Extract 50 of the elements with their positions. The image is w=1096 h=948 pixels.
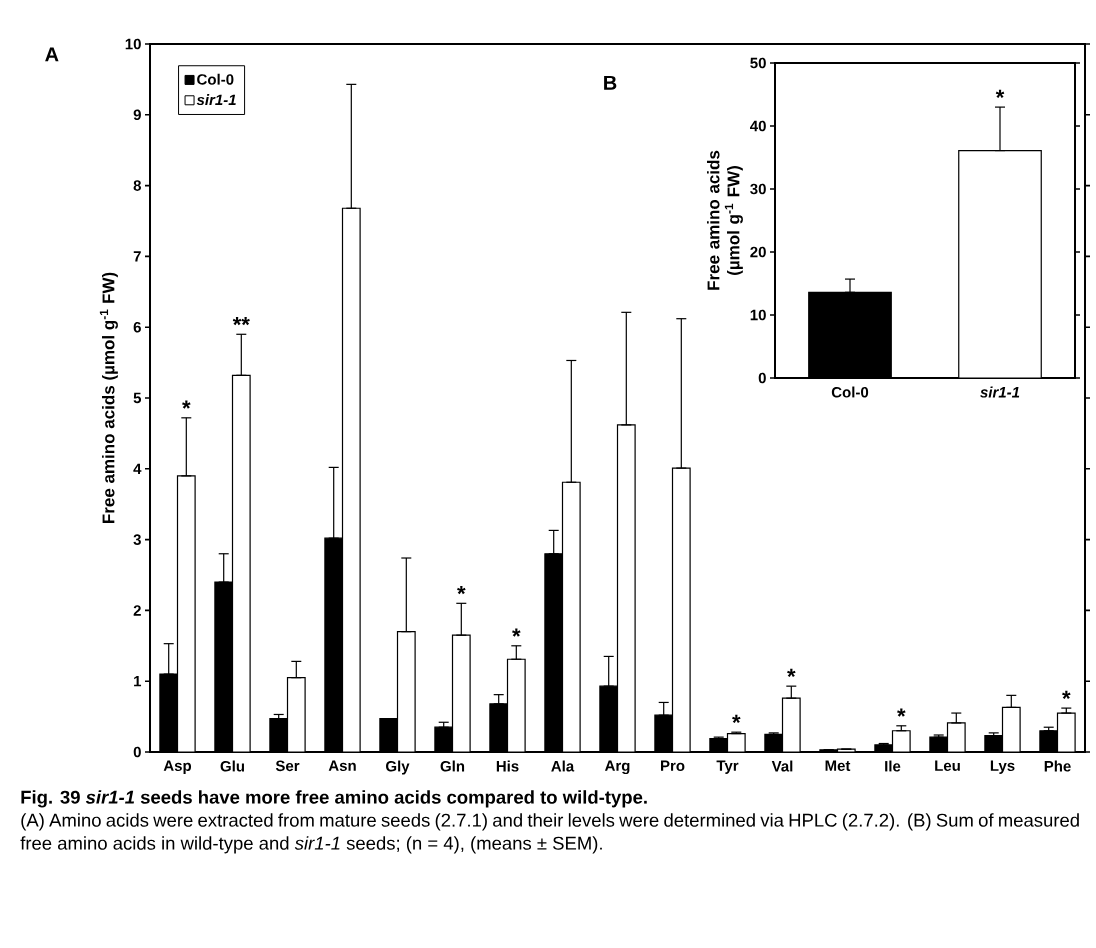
x-tick-label: Glu [220, 760, 245, 772]
y-tick-label: 4 [133, 463, 142, 474]
text: (A) Amino acids were extracted from mature seeds (2.7.1) and their levels were determined via HPLC (2.7.2). (B) Sum of measured free amino acids in wild-type and sir1-1 seeds; (n = 4), (means ± SEM). [20, 813, 1079, 854]
text: A [45, 47, 59, 62]
legend-label: Col-0 [197, 73, 234, 85]
annotation: * [182, 400, 191, 409]
x-tick-label: Gly [386, 760, 410, 775]
y-tick-label: 5 [133, 392, 142, 404]
y-axis-title: Free amino acids (µmol g$^{-1}$ FW) [99, 272, 118, 523]
y-tick-label: 6 [133, 321, 141, 333]
annotation: * [787, 668, 796, 678]
y-tick-label: 10 [750, 309, 766, 321]
x-tick-label: Pro [661, 760, 685, 771]
annotation: * [732, 714, 741, 724]
y-tick-label: 2 [133, 605, 141, 616]
y-tick-label: 30 [750, 183, 766, 195]
x-tick-label: Asn [328, 760, 356, 771]
x-tick-label: Leu [935, 760, 960, 771]
x-tick-label: Ile [885, 760, 901, 772]
y-tick-label: 10 [125, 38, 141, 50]
y-tick-label: 0 [133, 746, 141, 758]
x-tick-label: Gln [440, 760, 465, 772]
x-tick-label: Met [825, 760, 851, 771]
annotation: * [897, 708, 906, 717]
annotation: * [457, 585, 466, 595]
y-tick-label: 3 [133, 534, 141, 545]
x-tick-label: Phe [1044, 760, 1071, 772]
y-tick-label: 7 [133, 251, 141, 262]
legend-label: sir1-1 [196, 94, 236, 106]
annotation: ** [232, 316, 250, 326]
x-tick-label: Ala [551, 760, 575, 772]
x-tick-label: His [496, 760, 519, 772]
x-tick-label: Arg [604, 760, 630, 775]
annotation: B [604, 75, 617, 90]
annotation: * [512, 628, 521, 637]
y-tick-label: 9 [133, 109, 141, 121]
x-tick-label: Asp [163, 760, 192, 774]
x-tick-label: Lys [990, 760, 1015, 774]
y-tick-label: 1 [134, 676, 142, 687]
annotation: * [995, 89, 1005, 98]
y-tick-label: 50 [750, 57, 766, 69]
y-tick-label: 8 [133, 180, 141, 191]
caption: Fig. 39 sir1-1 seeds have more free amino acids compared to wild-type. [21, 790, 647, 808]
y-tick-label: 20 [750, 246, 766, 258]
y-tick-label: 0 [758, 372, 766, 384]
y-tick-label: 40 [750, 120, 766, 132]
x-tick-label: Tyr [716, 760, 739, 774]
annotation: * [1062, 690, 1071, 699]
x-tick-label: Val [771, 760, 793, 772]
x-tick-label: Ser [275, 760, 300, 772]
